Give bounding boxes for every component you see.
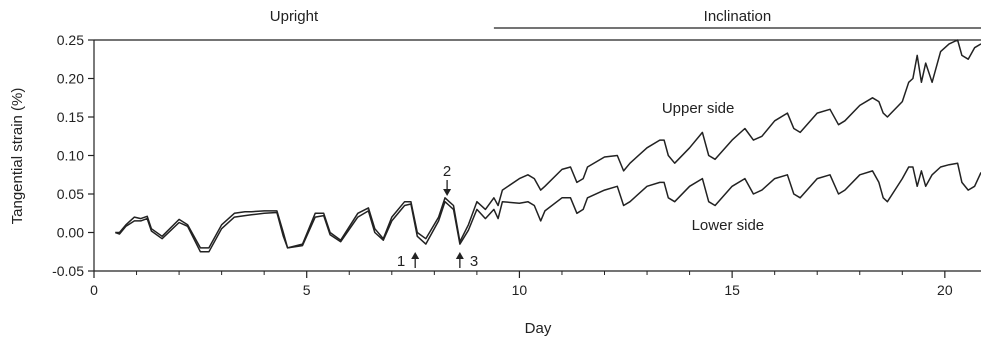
series [115,39,981,253]
x-tick-label: 10 [512,282,528,298]
series-annotation-0: Upper side [662,100,735,117]
marker-label: 3 [470,253,478,270]
y-tick-label: 0.05 [57,186,84,202]
marker-arrow-head [455,252,464,259]
y-ticks: -0.05 0.00 0.05 0.10 0.15 0.20 0.25 [52,32,94,279]
y-tick-label: 0.15 [57,109,84,125]
x-ticks: 0 5 10 15 20 [90,271,953,298]
series-line-upper-side [115,39,981,249]
x-tick-label: 20 [937,282,953,298]
x-tick-label: 15 [724,282,740,298]
y-tick-label: 0.10 [57,148,84,164]
marker-arrow-head [443,189,452,196]
event-markers: 1 2 3 [397,163,478,270]
period-label-1: Inclination [704,8,772,25]
series-line-lower-side [115,162,981,253]
x-tick-label: 5 [303,282,311,298]
series-annotation-1: Lower side [692,217,765,234]
period-label-0: Upright [270,8,319,25]
annotations: Upper side Lower side [662,100,764,234]
y-axis-title: Tangential strain (%) [9,88,26,225]
y-tick-label: 0.20 [57,71,84,87]
marker-arrow-head [411,252,420,259]
x-tick-label: 0 [90,282,98,298]
axes [93,39,981,272]
y-tick-label: -0.05 [52,263,84,279]
marker-label: 1 [397,253,405,270]
y-tick-label: 0.25 [57,32,84,48]
x-axis-title: Day [525,320,552,337]
period-bands: Upright Inclination [270,8,981,29]
y-tick-label: 0.00 [57,225,84,241]
marker-label: 2 [443,163,451,180]
